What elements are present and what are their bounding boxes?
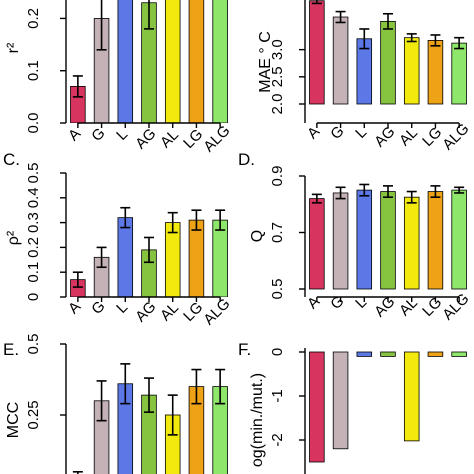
bars [70, 0, 228, 123]
bar-a [309, 0, 325, 105]
bar-l [356, 351, 373, 357]
bar-g [332, 351, 349, 450]
y-axis-label: MAE ° C [257, 31, 274, 93]
y-tick-label: 0.25 [25, 400, 42, 429]
y-tick-label: 2.0 [269, 94, 286, 115]
x-tick-label-l: L [113, 126, 131, 144]
bar-lg [188, 219, 205, 297]
bar-l [356, 189, 373, 290]
x-tick-label-a: A [304, 293, 323, 312]
bar-a [309, 351, 325, 463]
y-tick-label: -2 [269, 433, 286, 446]
bar-lg [427, 191, 444, 290]
y-tick-label: 3.0 [269, 39, 286, 60]
y-axis-label: r² [5, 42, 22, 53]
bar-alg [451, 351, 467, 357]
y-tick-label: 0.3 [25, 212, 42, 233]
x-tick-label-ag: AG [132, 125, 159, 152]
bar-al [403, 196, 420, 290]
bar-alg [212, 219, 228, 297]
bar-al [403, 37, 420, 105]
x-tick-label-g: G [88, 298, 108, 318]
panel-letter: C. [3, 150, 20, 169]
y-tick-label: 0.1 [25, 60, 42, 81]
x-tick-label-lg: LG [419, 124, 445, 150]
x-tick-label-alg: ALG [200, 295, 233, 328]
x-tick-label-al: AL [396, 124, 421, 149]
y-axis-label: ρ² [5, 230, 22, 245]
x-tick-label-a: A [65, 298, 84, 317]
bar-ag [380, 191, 396, 290]
bar-ag [380, 20, 396, 105]
bars [70, 206, 228, 297]
y-tick-label: 0.2 [25, 237, 42, 258]
y-axis-label: Q [249, 230, 266, 242]
x-tick-label-alg: ALG [200, 122, 233, 155]
bar-g [332, 192, 349, 290]
y-tick-label: 0 [269, 348, 286, 356]
bar-al [164, 0, 181, 123]
bar-alg [451, 42, 467, 105]
y-tick-label: -1 [269, 389, 286, 402]
bar-al [403, 351, 420, 442]
bar-lg [427, 40, 444, 105]
panel-letter: D. [238, 150, 255, 169]
bar-alg [212, 0, 228, 123]
bar-l [117, 217, 134, 297]
panel-letter: E. [3, 340, 19, 359]
panel-e: 0.25 0.5 MCC E. [3, 334, 228, 474]
x-tick-label-l: L [352, 124, 370, 142]
bars [72, 363, 228, 474]
bar-g [332, 16, 349, 105]
y-tick-label: 0.2 [25, 8, 42, 29]
bar-a [309, 198, 325, 290]
bar-lg [188, 0, 205, 123]
bar-al [164, 222, 181, 297]
x-tick-label-g: G [88, 125, 108, 145]
y-tick-label: 0.5 [269, 279, 286, 300]
bar-lg [427, 351, 444, 357]
y-axis-label: og(min./mut.) [249, 373, 266, 467]
panel-f: 0 -1 -2og(min./mut.) F. [238, 340, 467, 474]
y-tick-label: 0.5 [25, 334, 42, 355]
x-tick-label-al: AL [157, 126, 182, 151]
y-tick-label: 0.4 [25, 187, 42, 208]
y-tick-label: 0.5 [25, 163, 42, 184]
x-tick-label-g: G [327, 123, 347, 143]
x-tick-label-l: L [113, 299, 131, 317]
bar-alg [451, 189, 467, 290]
y-tick-label: 0.7 [269, 222, 286, 243]
y-axis-label: MCC [5, 402, 22, 438]
x-tick-label-ag: AG [371, 123, 398, 150]
bar-ag [380, 351, 396, 357]
bars [309, 0, 467, 105]
x-tick-label-lg: LG [180, 126, 206, 152]
bars [309, 183, 467, 290]
x-tick-label-alg: ALG [439, 120, 472, 153]
x-tick-label-alg: ALG [439, 290, 472, 323]
x-tick-label-al: AL [396, 294, 421, 319]
x-tick-label-al: AL [157, 299, 182, 324]
panel-letter: F. [238, 340, 251, 359]
x-tick-label-a: A [65, 125, 84, 144]
y-tick-label: 0 [25, 293, 42, 301]
bar-l [117, 0, 134, 123]
y-tick-label: 0.1 [25, 262, 42, 283]
y-tick-label: 2.5 [269, 66, 286, 87]
x-tick-label-ag: AG [132, 298, 159, 325]
y-tick-label: 0.9 [269, 166, 286, 187]
bars [309, 351, 467, 463]
x-tick-label-lg: LG [180, 299, 206, 325]
y-tick-label: 0.0 [25, 113, 42, 134]
x-tick-label-a: A [304, 123, 323, 142]
x-tick-label-g: G [327, 293, 347, 313]
